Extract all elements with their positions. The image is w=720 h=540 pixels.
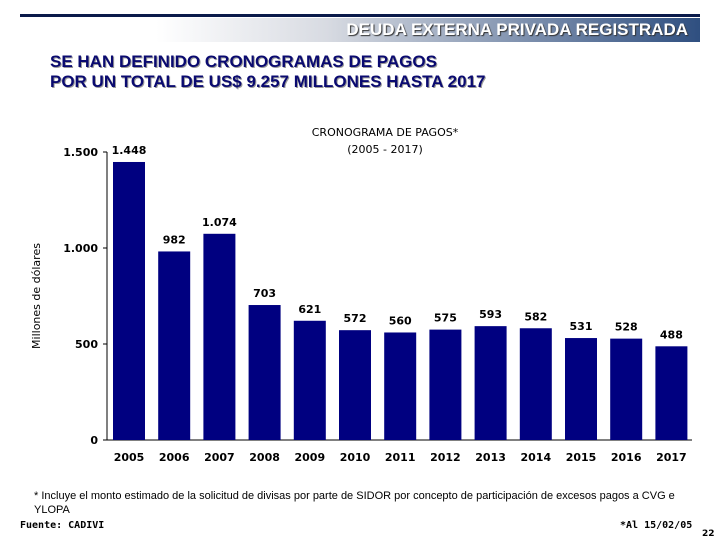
data-label: 575 <box>434 312 457 325</box>
bar-2008 <box>248 305 281 440</box>
data-label: 621 <box>298 303 321 316</box>
data-label: 703 <box>253 287 276 300</box>
data-label: 1.448 <box>112 144 147 157</box>
section-header: DEUDA EXTERNA PRIVADA REGISTRADA <box>20 18 700 42</box>
x-tick-label: 2005 <box>114 451 145 464</box>
bar-2010 <box>339 330 371 440</box>
bar-2011 <box>384 332 417 440</box>
page-number: 22 <box>702 529 715 539</box>
y-tick-label: 0 <box>90 434 98 447</box>
bar-2006 <box>158 251 191 440</box>
x-tick-label: 2014 <box>520 451 551 464</box>
x-tick-label: 2017 <box>656 451 687 464</box>
x-tick-label: 2009 <box>294 451 325 464</box>
bar-2015 <box>565 338 597 440</box>
data-label: 982 <box>163 233 186 246</box>
x-tick-label: 2013 <box>475 451 506 464</box>
header-rule <box>20 14 700 17</box>
x-tick-label: 2012 <box>430 451 461 464</box>
bar-2014 <box>519 328 552 440</box>
y-tick-label: 1.000 <box>63 242 98 255</box>
x-tick-label: 2016 <box>611 451 642 464</box>
data-label: 531 <box>570 320 593 333</box>
chart-title: CRONOGRAMA DE PAGOS* (2005 - 2017) <box>280 124 490 158</box>
y-axis-label: Millones de dólares <box>30 243 43 349</box>
bar-2013 <box>474 326 507 440</box>
data-label: 560 <box>389 314 412 327</box>
title-line-1: SE HAN DEFINIDO CRONOGRAMAS DE PAGOS <box>50 52 437 71</box>
bar-2005 <box>113 161 145 440</box>
section-title: DEUDA EXTERNA PRIVADA REGISTRADA <box>346 20 688 39</box>
x-tick-label: 2011 <box>385 451 416 464</box>
bar-2012 <box>429 329 462 440</box>
data-label: 528 <box>615 321 638 334</box>
data-label: 1.074 <box>202 216 237 229</box>
bar-2016 <box>610 338 643 440</box>
data-label: 582 <box>524 310 547 323</box>
bar-2007 <box>203 233 236 440</box>
footnote: * Incluye el monto estimado de la solici… <box>34 490 675 516</box>
chart-title-text: CRONOGRAMA DE PAGOS* <box>311 126 459 139</box>
x-tick-label: 2015 <box>566 451 597 464</box>
data-label: 593 <box>479 308 502 321</box>
x-tick-label: 2010 <box>340 451 371 464</box>
source: Fuente: CADIVI <box>20 520 105 531</box>
y-tick-label: 1.500 <box>63 146 98 159</box>
bar-2009 <box>293 320 326 440</box>
as-of-date: *Al 15/02/05 <box>620 520 693 531</box>
data-label: 488 <box>660 328 683 341</box>
title-line-2: POR UN TOTAL DE US$ 9.257 MILLONES HASTA… <box>50 72 486 91</box>
data-label: 572 <box>344 312 367 325</box>
x-tick-label: 2006 <box>159 451 190 464</box>
chart-subtitle: (2005 - 2017) <box>347 143 423 156</box>
x-tick-label: 2007 <box>204 451 235 464</box>
y-tick-label: 500 <box>75 338 98 351</box>
slide-title: SE HAN DEFINIDO CRONOGRAMAS DE PAGOS POR… <box>50 52 486 92</box>
bar-2017 <box>655 346 688 440</box>
x-tick-label: 2008 <box>249 451 280 464</box>
